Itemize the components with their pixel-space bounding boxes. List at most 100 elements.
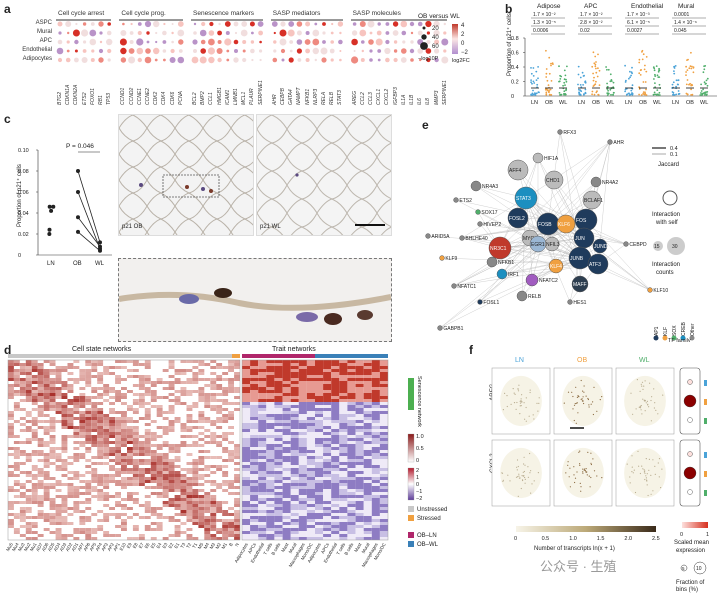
heat-cell — [162, 537, 169, 540]
heat-cell — [290, 486, 299, 489]
heat-cell — [31, 423, 38, 426]
legend-size-dot — [420, 42, 428, 50]
heat-cell — [25, 393, 32, 396]
heat-cell — [138, 444, 145, 447]
left-xlabel: Mu2 — [23, 542, 32, 553]
panel-b-point — [583, 93, 585, 95]
heat-cell — [242, 501, 251, 504]
heat-cell — [55, 528, 62, 531]
heat-cell — [168, 366, 175, 369]
transcript-dot — [524, 418, 526, 420]
panel-b-point — [704, 94, 706, 96]
panel-c-pair-line — [77, 216, 101, 247]
heat-cell — [242, 492, 251, 495]
panel-label-d: d — [4, 343, 12, 357]
heat-cell — [266, 486, 275, 489]
node-label-fosb: FOSB — [538, 222, 552, 228]
heat-cell — [103, 477, 110, 480]
heat-cell — [73, 453, 80, 456]
heat-cell — [355, 378, 364, 381]
dot — [339, 31, 342, 35]
transcript-dot — [580, 486, 582, 488]
panel-b-point — [537, 91, 540, 93]
heat-cell — [355, 516, 364, 519]
heat-cell — [331, 477, 340, 480]
heat-cell — [371, 477, 380, 480]
legend-size-value: 20 — [432, 26, 439, 32]
heat-cell — [132, 360, 139, 363]
panel-c-ytick-label: 0.02 — [18, 232, 29, 238]
heat-cell — [144, 471, 151, 474]
heat-cell — [43, 396, 50, 399]
panel-b-point — [639, 69, 642, 72]
heat-cell — [43, 414, 50, 417]
heat-cell — [323, 468, 332, 471]
heat-cell — [379, 372, 388, 375]
heat-cell — [61, 435, 68, 438]
heat-cell — [228, 366, 234, 369]
transcript-dot — [601, 477, 603, 479]
heat-cell — [339, 381, 348, 384]
heat-cell — [210, 528, 217, 531]
heat-cell — [37, 498, 44, 501]
node-label-nfil3: NFIL3 — [546, 242, 560, 248]
heat-cell — [216, 387, 223, 390]
heat-cell — [19, 384, 26, 387]
panel-b-point — [675, 93, 678, 96]
heat-cell — [198, 462, 205, 465]
network-edge — [461, 237, 581, 259]
transcript-dot — [578, 396, 580, 398]
heat-cell — [31, 432, 38, 435]
heat-cell — [282, 507, 291, 510]
dot — [200, 48, 206, 54]
micrograph-wl-label: p21 WL — [260, 224, 281, 230]
panel-b-point — [704, 91, 706, 94]
heat-cell — [282, 375, 291, 378]
heat-cell — [85, 396, 92, 399]
heat-cell — [250, 489, 259, 492]
heat-cell — [192, 471, 199, 474]
heat-cell — [306, 522, 315, 525]
heat-cell — [250, 417, 259, 420]
heat-cell — [315, 474, 324, 477]
legend-jaccard-value: 0.4 — [670, 146, 678, 152]
heat-cell — [49, 423, 56, 426]
heat-cell — [91, 417, 98, 420]
gene-label: IL1B — [409, 94, 415, 105]
heat-cell — [298, 393, 307, 396]
dot — [425, 20, 432, 28]
panel-b-point — [642, 93, 645, 95]
heat-cell — [174, 480, 181, 483]
transcript-dot — [589, 486, 591, 488]
heat-cell — [180, 492, 187, 495]
heat-cell — [73, 435, 80, 438]
dot — [249, 21, 255, 27]
panel-b-point — [565, 80, 568, 83]
heat-cell — [85, 369, 92, 372]
heat-cell — [258, 468, 267, 471]
scale-bottom-tick: −1 — [416, 489, 422, 495]
panel-c-point — [76, 215, 80, 220]
heat-cell — [198, 507, 205, 510]
heat-cell — [371, 405, 380, 408]
heat-cell — [204, 378, 211, 381]
heat-cell — [156, 465, 163, 468]
panel-b-group-label: Endothelial — [631, 3, 664, 10]
transcript-dot — [635, 408, 637, 410]
heat-cell — [266, 468, 275, 471]
heat-cell — [290, 387, 299, 390]
panel-b-point — [673, 67, 676, 69]
heat-cell — [228, 411, 234, 414]
heat-cell — [156, 522, 163, 525]
heat-cell — [55, 516, 62, 519]
heat-cell — [355, 522, 364, 525]
node-label-jund: JUND — [594, 244, 608, 250]
heat-cell — [43, 462, 50, 465]
heat-cell — [49, 450, 56, 453]
heat-cell — [67, 426, 74, 429]
heat-cell — [138, 537, 145, 540]
heat-cell — [250, 381, 259, 384]
transcript-dot — [660, 487, 662, 489]
heat-cell — [61, 462, 68, 465]
left-xlabel: Mu1 — [29, 542, 38, 553]
